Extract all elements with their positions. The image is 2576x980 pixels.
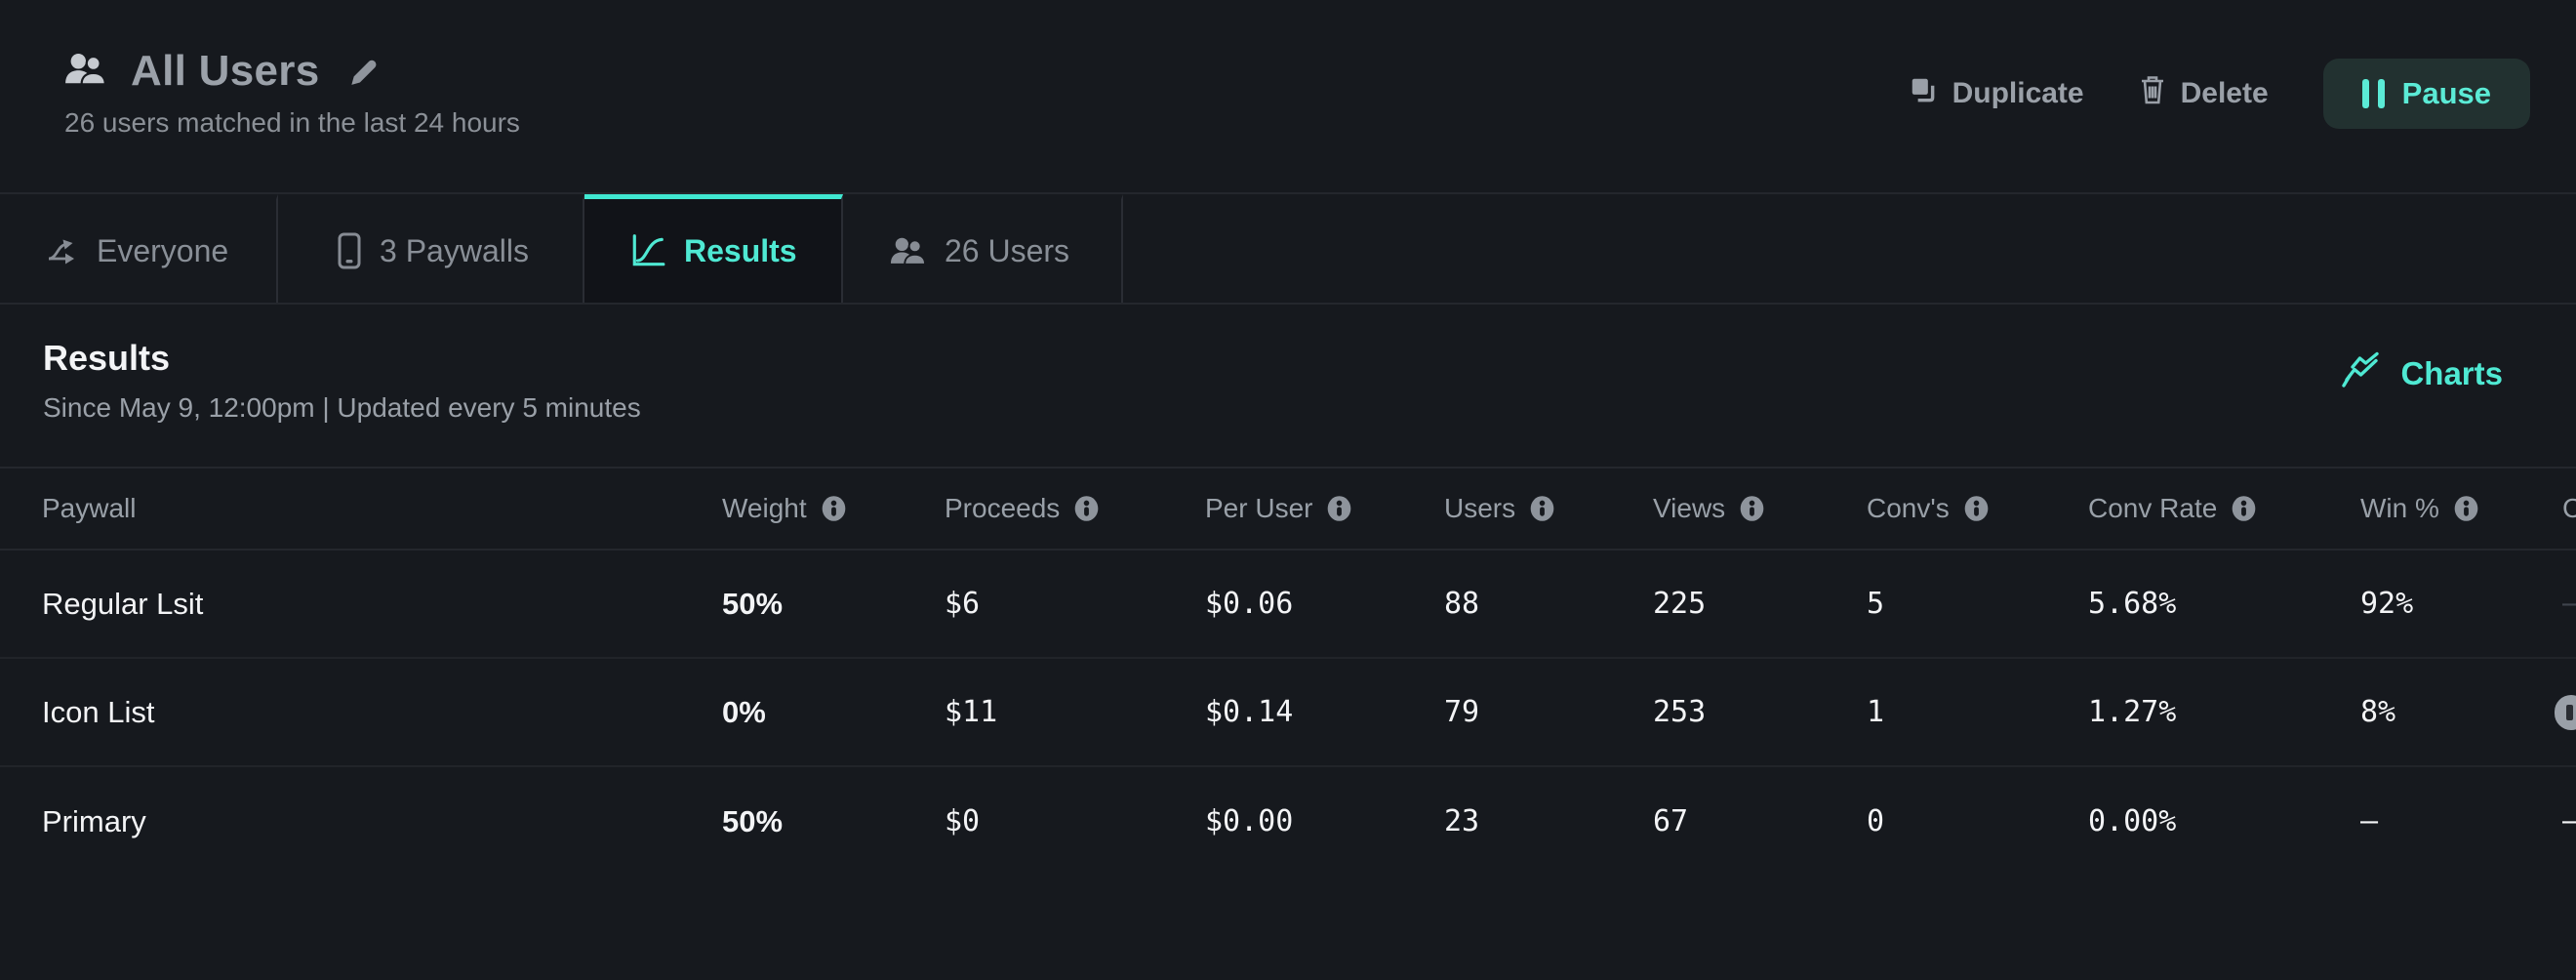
info-icon[interactable] [1074, 495, 1099, 522]
top-bar: All Users 26 users matched in the last 2… [0, 0, 2576, 194]
info-icon[interactable] [1327, 495, 1351, 522]
match-summary: 26 users matched in the last 24 hours [64, 107, 520, 138]
users-icon [890, 235, 927, 267]
paywall-name: Primary [42, 803, 146, 838]
win-pct-value: 8% [2360, 695, 2396, 729]
page-title: All Users [131, 47, 320, 95]
tab-results[interactable]: Results [584, 194, 843, 303]
paywall-name: Regular Lsit [42, 586, 204, 621]
tab-users[interactable]: 26 Users [843, 194, 1123, 303]
header-actions: Duplicate Delete Pause [1909, 59, 2530, 129]
tab-bar: Everyone 3 Paywalls Results [0, 194, 2576, 305]
column-header-conv-rate: Conv Rate [2088, 493, 2218, 523]
proceeds-value: $11 [945, 695, 998, 729]
phone-icon [337, 231, 362, 270]
info-icon[interactable] [1964, 495, 1989, 522]
per-user-value: $0.00 [1205, 804, 1294, 838]
line-chart-icon [629, 232, 666, 269]
info-icon[interactable] [822, 495, 846, 522]
duplicate-button[interactable]: Duplicate [1909, 75, 2084, 112]
views-value: 253 [1653, 695, 1707, 729]
users-value: 88 [1444, 587, 1480, 621]
table-header-row: Paywall Weight Proceeds Per User Users V… [0, 467, 2576, 551]
column-header-per-user: Per User [1205, 493, 1313, 523]
win-pct-value: 92% [2360, 587, 2414, 621]
users-value: 79 [1444, 695, 1480, 729]
proceeds-value: $0 [945, 804, 981, 838]
clipped-badge [2555, 694, 2576, 730]
results-table: Paywall Weight Proceeds Per User Users V… [0, 467, 2576, 876]
delete-button[interactable]: Delete [2139, 74, 2269, 113]
column-header-clipped: C [2562, 493, 2576, 523]
conv-rate-value: 1.27% [2088, 695, 2177, 729]
per-user-value: $0.06 [1205, 587, 1294, 621]
convs-value: 0 [1867, 804, 1885, 838]
proceeds-value: $6 [945, 587, 981, 621]
clipped-cell: – [2562, 804, 2576, 838]
weight-value: 0% [722, 694, 766, 729]
users-value: 23 [1444, 804, 1480, 838]
conv-rate-value: 5.68% [2088, 587, 2177, 621]
weight-value: 50% [722, 586, 784, 621]
column-header-weight: Weight [722, 493, 807, 523]
users-icon [64, 51, 107, 93]
info-icon[interactable] [2454, 495, 2478, 522]
views-value: 67 [1653, 804, 1689, 838]
results-header-section: Results Since May 9, 12:00pm | Updated e… [0, 305, 2576, 467]
split-arrows-icon [46, 236, 79, 265]
info-icon[interactable] [1530, 495, 1554, 522]
column-header-views: Views [1653, 493, 1726, 523]
win-pct-value: – [2360, 804, 2379, 838]
trend-chart-icon [2340, 351, 2383, 396]
table-row[interactable]: Icon List 0% $11 $0.14 79 253 1 1.27% 8% [0, 659, 2576, 767]
title-row: All Users [64, 47, 378, 96]
column-header-win-pct: Win % [2360, 493, 2439, 523]
results-subheading: Since May 9, 12:00pm | Updated every 5 m… [43, 392, 641, 423]
weight-value: 50% [722, 803, 784, 838]
edit-title-button[interactable] [346, 56, 378, 87]
table-row[interactable]: Primary 50% $0 $0.00 23 67 0 0.00% – – [0, 767, 2576, 876]
tab-paywalls[interactable]: 3 Paywalls [278, 194, 584, 303]
convs-value: 1 [1867, 695, 1885, 729]
clipped-cell: – [2562, 587, 2576, 621]
conv-rate-value: 0.00% [2088, 804, 2177, 838]
pause-icon [2361, 79, 2385, 108]
duplicate-icon [1909, 75, 1938, 112]
info-icon[interactable] [2232, 495, 2256, 522]
column-header-users: Users [1444, 493, 1516, 523]
tab-everyone[interactable]: Everyone [0, 194, 278, 303]
column-header-proceeds: Proceeds [945, 493, 1061, 523]
per-user-value: $0.14 [1205, 695, 1294, 729]
info-icon[interactable] [1740, 495, 1764, 522]
trash-icon [2139, 74, 2166, 113]
clipped-cell [2555, 659, 2576, 765]
views-value: 225 [1653, 587, 1707, 621]
charts-button[interactable]: Charts [2340, 351, 2503, 396]
convs-value: 5 [1867, 587, 1885, 621]
column-header-convs: Conv's [1867, 493, 1950, 523]
paywall-name: Icon List [42, 694, 155, 729]
pencil-icon [351, 60, 377, 85]
column-header-paywall: Paywall [42, 493, 137, 523]
pause-button[interactable]: Pause [2322, 59, 2530, 129]
table-row[interactable]: Regular Lsit 50% $6 $0.06 88 225 5 5.68%… [0, 551, 2576, 659]
results-heading: Results [43, 338, 171, 378]
